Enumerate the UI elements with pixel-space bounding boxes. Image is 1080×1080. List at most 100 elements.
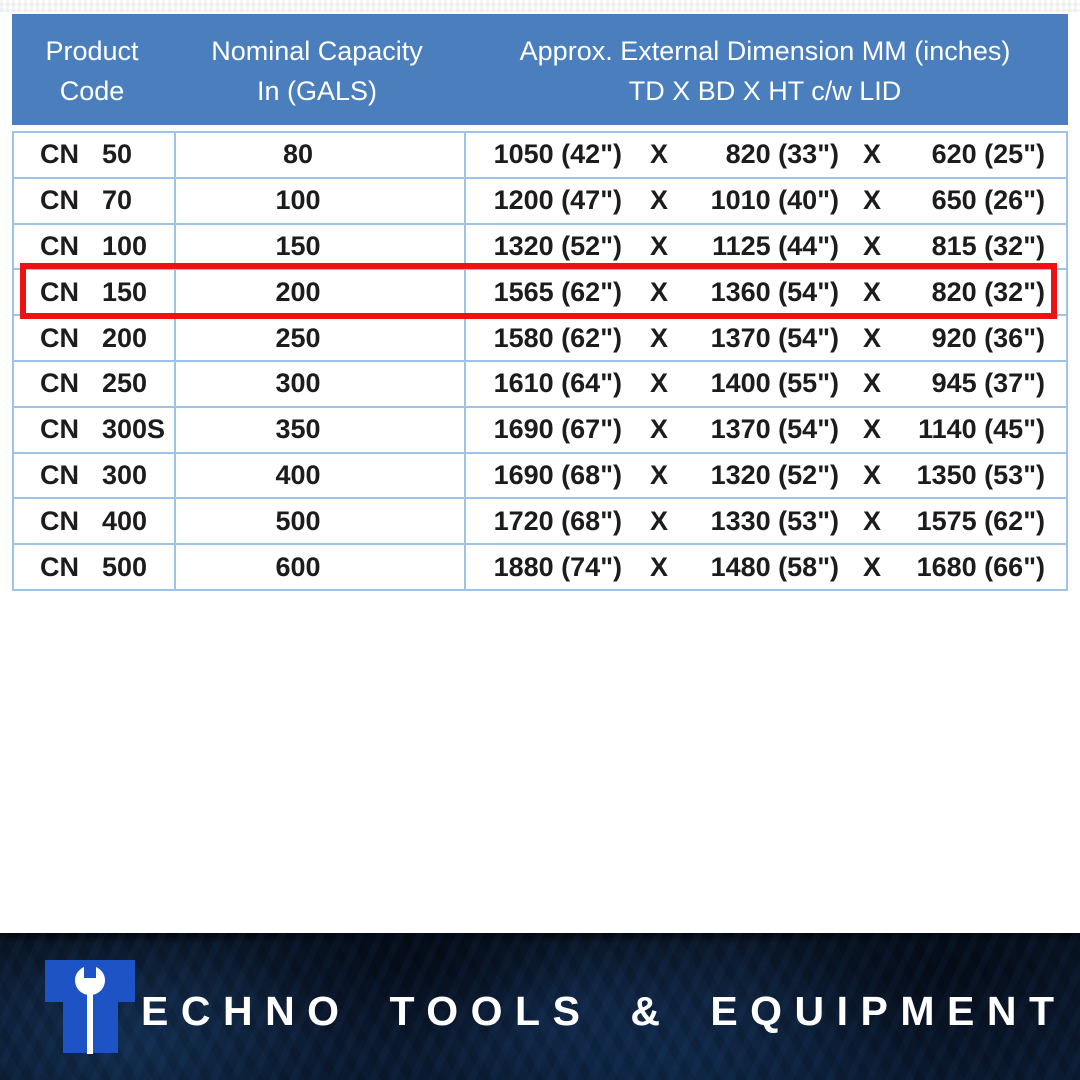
product-code-cell: CN 100 (14, 225, 174, 269)
product-number: 300S (102, 414, 166, 445)
dim-x-separator: X (862, 505, 881, 536)
dim-ht: 1575 (62") (916, 505, 1045, 536)
dim-td: 1610 (64") (493, 368, 622, 399)
dim-bd: 1370 (54") (710, 322, 839, 353)
header-line: Approx. External Dimension MM (inches) (519, 35, 1011, 66)
product-code-cell: CN 200 (14, 316, 174, 360)
product-number: 300 (102, 459, 148, 490)
dimensions-cell: 1690 (67") X 1370 (54") X 1140 (45") (464, 407, 1070, 452)
spec-table: Product Code Nominal Capacity In (GALS) … (12, 14, 1068, 591)
capacity-cell: 100 (174, 178, 464, 223)
capacity-cell: 150 (174, 224, 464, 269)
dim-x-separator: X (649, 459, 668, 490)
dim-bd: 1125 (44") (712, 230, 839, 261)
table-row: CN 500 600 1880 (74") X 1480 (58") X 1680 (66") (14, 543, 1066, 589)
dim-bd: 1370 (54") (710, 414, 839, 445)
dim-td: 1690 (67") (493, 414, 622, 445)
dim-ht: 1350 (53") (916, 459, 1045, 490)
product-number: 50 (102, 139, 133, 170)
capacity-cell: 350 (174, 407, 464, 452)
product-number: 400 (102, 505, 148, 536)
brand-banner (0, 933, 1080, 1080)
dim-td: 1565 (62") (493, 276, 622, 307)
table-row: CN 100 150 1320 (52") X 1125 (44") X 815 (32") (14, 222, 1066, 269)
dim-x-separator: X (649, 551, 668, 582)
capacity-cell: 400 (174, 453, 464, 498)
brand-text: ECHNO TOOLS & EQUIPMENT (141, 988, 1067, 1034)
table-row: CN 70 100 1200 (47") X 1010 (40") X 650 (26") (14, 176, 1066, 223)
table-row: CN 250 300 1610 (64") X 1400 (55") X 945 (37") (14, 359, 1066, 406)
dim-x-separator: X (649, 322, 668, 353)
dim-x-separator: X (649, 414, 668, 445)
dim-bd: 1480 (58") (710, 551, 839, 582)
dim-ht: 820 (32") (931, 276, 1045, 307)
product-prefix: CN (40, 139, 79, 170)
capacity-cell: 200 (174, 270, 464, 315)
dimensions-cell: 1580 (62") X 1370 (54") X 920 (36") (464, 316, 1070, 360)
dim-td: 1580 (62") (493, 322, 622, 353)
product-prefix: CN (40, 414, 79, 445)
dim-td: 1050 (42") (493, 139, 622, 170)
capacity-cell: 500 (174, 499, 464, 544)
dim-td: 1200 (47") (493, 185, 622, 216)
product-number: 500 (102, 551, 148, 582)
dim-x-separator: X (862, 459, 881, 490)
dim-x-separator: X (862, 322, 881, 353)
product-code-cell: CN 250 (14, 362, 174, 406)
product-number: 100 (102, 230, 148, 261)
product-code-cell: CN 70 (14, 179, 174, 223)
capacity-cell: 80 (174, 133, 464, 177)
product-prefix: CN (40, 459, 79, 490)
table-row: CN 400 500 1720 (68") X 1330 (53") X 1575 (62") (14, 497, 1066, 544)
header-line: In (GALS) (256, 75, 378, 106)
dim-x-separator: X (862, 276, 881, 307)
product-prefix: CN (40, 276, 79, 307)
dim-bd: 1360 (54") (710, 276, 839, 307)
dim-bd: 820 (33") (725, 139, 839, 170)
dimensions-cell: 1880 (74") X 1480 (58") X 1680 (66") (464, 545, 1070, 589)
dimensions-cell: 1050 (42") X 820 (33") X 620 (25") (464, 133, 1070, 177)
dim-ht: 620 (25") (931, 139, 1045, 170)
header-external-dimension: Approx. External Dimension MM (inches) T… (462, 14, 1068, 125)
table-body: CN 50 80 1050 (42") X 820 (33") X 620 (25") CN 70… (12, 131, 1068, 591)
product-code-cell: CN 300 (14, 454, 174, 498)
dim-x-separator: X (862, 368, 881, 399)
dim-x-separator: X (649, 368, 668, 399)
dim-x-separator: X (649, 185, 668, 216)
product-prefix: CN (40, 551, 79, 582)
product-code-cell: CN 150 (14, 270, 174, 314)
dim-ht: 945 (37") (931, 368, 1045, 399)
dim-ht: 650 (26") (931, 185, 1045, 216)
table-row: CN 200 250 1580 (62") X 1370 (54") X 920 (36") (14, 314, 1066, 360)
dim-td: 1690 (68") (493, 459, 622, 490)
dim-ht: 920 (36") (931, 322, 1045, 353)
table-row-highlighted: CN 150 200 1565 (62") X 1360 (54") X 820 (32") (14, 263, 1066, 319)
product-code-cell: CN 50 (14, 133, 174, 177)
product-code-cell: CN 400 (14, 499, 174, 543)
product-code-cell: CN 500 (14, 545, 174, 589)
table-row: CN 50 80 1050 (42") X 820 (33") X 620 (25") (14, 133, 1066, 177)
dim-bd: 1330 (53") (710, 505, 839, 536)
dim-bd: 1010 (40") (710, 185, 839, 216)
dim-x-separator: X (649, 139, 668, 170)
header-product-code: Product Code (12, 14, 172, 125)
top-edge-texture (0, 0, 1080, 12)
product-number: 70 (102, 185, 133, 216)
dim-x-separator: X (862, 551, 881, 582)
dimensions-cell: 1720 (68") X 1330 (53") X 1575 (62") (464, 499, 1070, 544)
capacity-cell: 250 (174, 316, 464, 360)
dim-td: 1720 (68") (493, 505, 622, 536)
dim-bd: 1400 (55") (710, 368, 839, 399)
dim-td: 1320 (52") (493, 230, 622, 261)
header-line: Nominal Capacity (211, 35, 423, 66)
product-prefix: CN (40, 505, 79, 536)
product-number: 150 (102, 276, 148, 307)
dim-ht: 1140 (45") (918, 414, 1045, 445)
dim-ht: 815 (32") (931, 230, 1045, 261)
capacity-cell: 600 (174, 545, 464, 589)
product-number: 250 (102, 368, 148, 399)
dimensions-cell: 1565 (62") X 1360 (54") X 820 (32") (464, 270, 1070, 315)
header-line: TD X BD X HT c/w LID (628, 75, 902, 106)
dim-ht: 1680 (66") (916, 551, 1045, 582)
